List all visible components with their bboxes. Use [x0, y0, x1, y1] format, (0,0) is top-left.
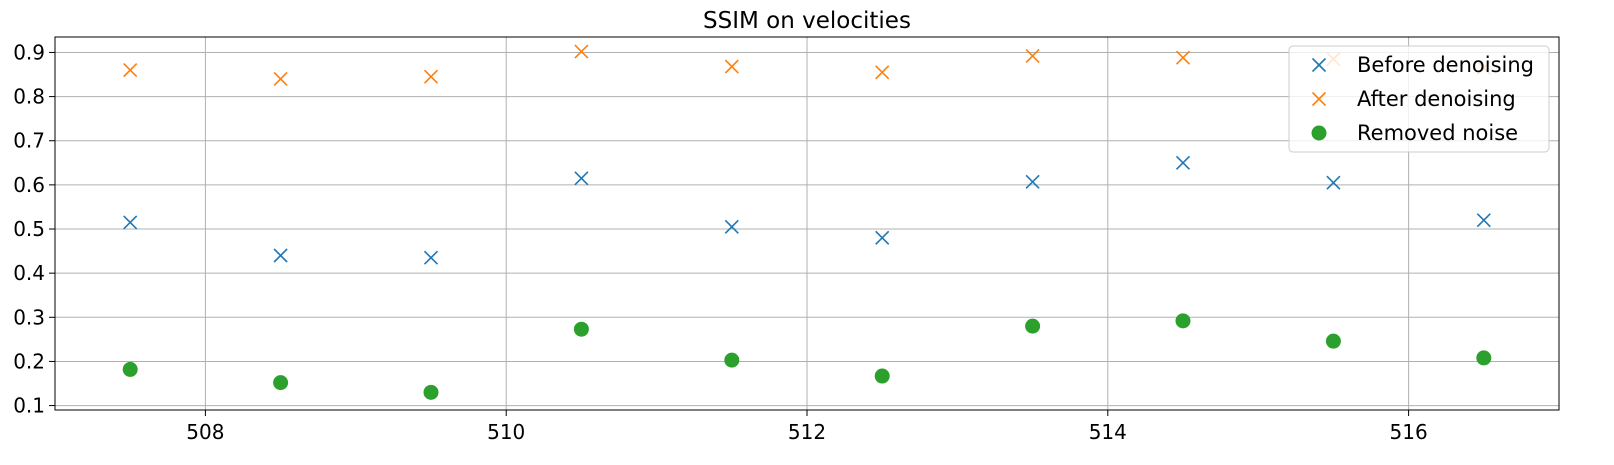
data-point [423, 384, 439, 400]
data-point [122, 361, 138, 377]
y-tick-label: 0.2 [13, 349, 45, 373]
data-point [574, 44, 589, 59]
data-point [1476, 350, 1492, 366]
marker-stroke [123, 215, 138, 230]
marker-stroke [1311, 91, 1327, 107]
data-point [123, 63, 138, 78]
data-point [1175, 313, 1191, 329]
x-tick-label: 514 [1089, 420, 1127, 444]
marker-stroke [273, 248, 288, 263]
data-point [273, 375, 289, 391]
marker-stroke [1311, 57, 1327, 73]
y-tick-label: 0.6 [13, 173, 45, 197]
data-point [423, 69, 439, 84]
data-point [874, 368, 890, 384]
legend-marker [1311, 91, 1327, 107]
y-tick-label: 0.4 [13, 261, 45, 285]
data-point [875, 65, 890, 80]
data-point [423, 250, 439, 265]
marker-stroke [423, 69, 439, 84]
data-point [574, 171, 589, 186]
marker-stroke [1476, 213, 1491, 228]
y-tick-label: 0.7 [13, 129, 45, 153]
marker-stroke [1175, 50, 1191, 65]
marker-stroke [1025, 48, 1040, 64]
legend-label: After denoising [1357, 87, 1516, 111]
y-axis: 0.1 0.2 0.3 0.4 0.5 0.6 0.7 0.8 0.9 [13, 40, 55, 418]
marker-stroke [574, 171, 589, 186]
data-point [1325, 333, 1341, 349]
legend-box [1288, 45, 1550, 153]
data-point [1025, 48, 1040, 64]
data-point [724, 219, 739, 234]
x-tick-label: 508 [186, 420, 224, 444]
data-point [724, 59, 739, 74]
legend-marker [1311, 57, 1327, 73]
data-point [273, 248, 288, 263]
marker-stroke [1326, 175, 1341, 190]
marker-stroke [273, 71, 288, 87]
y-tick-label: 0.8 [13, 85, 45, 109]
data-point [1326, 175, 1341, 190]
y-tick-label: 0.1 [13, 394, 45, 418]
legend-label: Removed noise [1357, 121, 1518, 145]
marker-stroke [724, 219, 739, 234]
marker-stroke [574, 44, 589, 59]
legend-marker [1311, 125, 1327, 141]
x-tick-label: 516 [1390, 420, 1428, 444]
data-point [724, 352, 740, 368]
y-tick-label: 0.3 [13, 305, 45, 329]
y-tick-label: 0.5 [13, 217, 45, 241]
marker-stroke [875, 230, 890, 245]
marker-stroke [1175, 155, 1191, 170]
marker-stroke [423, 250, 439, 265]
y-tick-label: 0.9 [13, 40, 45, 64]
marker-stroke [123, 63, 138, 78]
data-point [273, 71, 288, 87]
series-removed-noise [122, 313, 1492, 400]
data-point [875, 230, 890, 245]
chart-title: SSIM on velocities [703, 8, 911, 34]
data-point [1025, 174, 1040, 189]
x-axis: 508 510 512 514 516 [186, 410, 1428, 444]
data-point [1175, 155, 1191, 170]
x-tick-label: 510 [487, 420, 525, 444]
series-before-denoising [123, 155, 1491, 265]
data-point [1175, 50, 1191, 65]
marker-stroke [724, 59, 739, 74]
data-point [1025, 318, 1041, 334]
data-point [123, 215, 138, 230]
legend: Before denoising After denoising Removed n… [1288, 45, 1550, 153]
marker-stroke [875, 65, 890, 80]
data-point [573, 321, 589, 337]
x-tick-label: 512 [788, 420, 826, 444]
marker-stroke [1025, 174, 1040, 189]
legend-label: Before denoising [1357, 53, 1534, 77]
data-point [1476, 213, 1491, 228]
